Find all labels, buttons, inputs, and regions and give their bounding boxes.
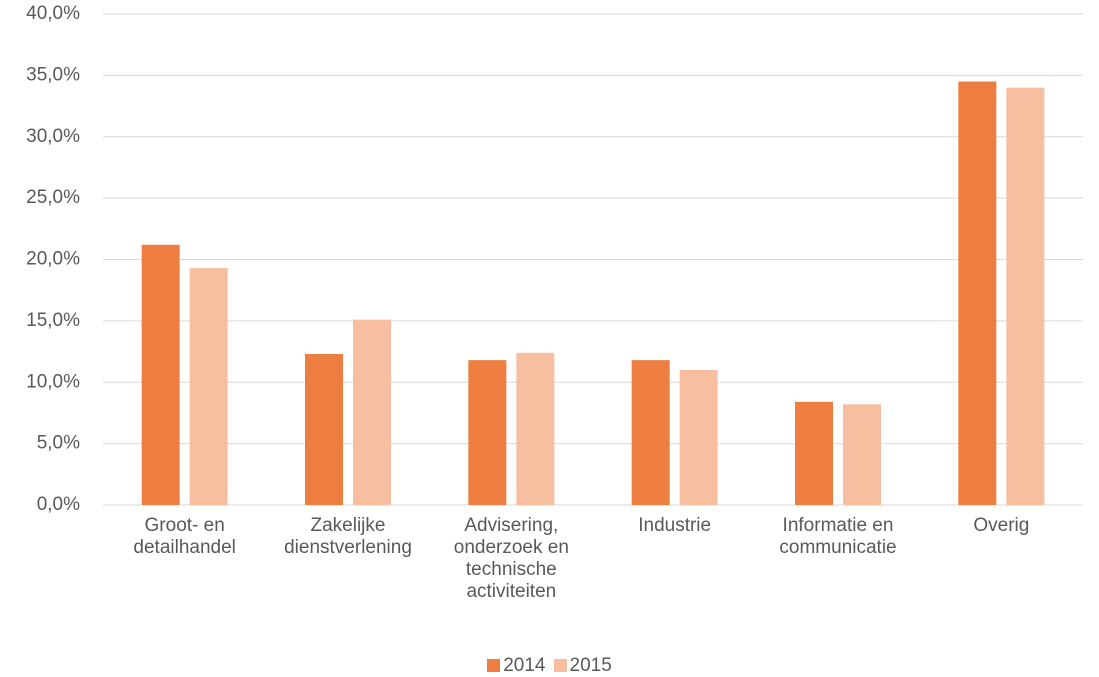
bar (353, 319, 391, 505)
x-tick-label: Zakelijke dienstverlening (284, 515, 412, 558)
x-tick-label: Informatie en communicatie (779, 515, 897, 558)
legend: 2014 2015 (0, 655, 1099, 677)
bar (516, 352, 555, 505)
bar (305, 354, 343, 505)
y-tick-label: 20,0% (26, 249, 80, 270)
bar (631, 360, 670, 505)
y-tick-label: 25,0% (26, 187, 80, 208)
bar (1006, 87, 1045, 506)
legend-swatch (553, 659, 567, 672)
bar (958, 81, 997, 505)
y-tick-label: 15,0% (26, 310, 80, 331)
y-tick-label: 40,0% (26, 3, 80, 24)
bar (189, 268, 228, 505)
bar (843, 404, 881, 505)
y-tick-label: 0,0% (37, 494, 80, 515)
bar (141, 244, 180, 505)
bar (795, 401, 833, 505)
legend-label: 2014 (503, 655, 546, 676)
y-tick-label: 35,0% (26, 64, 80, 85)
x-tick-label: Industrie (638, 515, 712, 536)
y-tick-label: 10,0% (26, 371, 80, 392)
y-tick-label: 5,0% (37, 433, 80, 454)
legend-label: 2015 (569, 655, 612, 676)
legend-item: 2014 (487, 655, 546, 677)
x-tick-label: Groot- en detailhandel (133, 515, 236, 558)
bar (679, 369, 718, 505)
legend-item: 2015 (553, 655, 612, 677)
x-tick-label: Overig (973, 515, 1030, 536)
bar (468, 360, 507, 505)
legend-swatch (487, 659, 501, 672)
y-tick-label: 30,0% (26, 126, 80, 147)
x-tick-label: Advisering, onderzoek en technische acti… (453, 515, 569, 602)
